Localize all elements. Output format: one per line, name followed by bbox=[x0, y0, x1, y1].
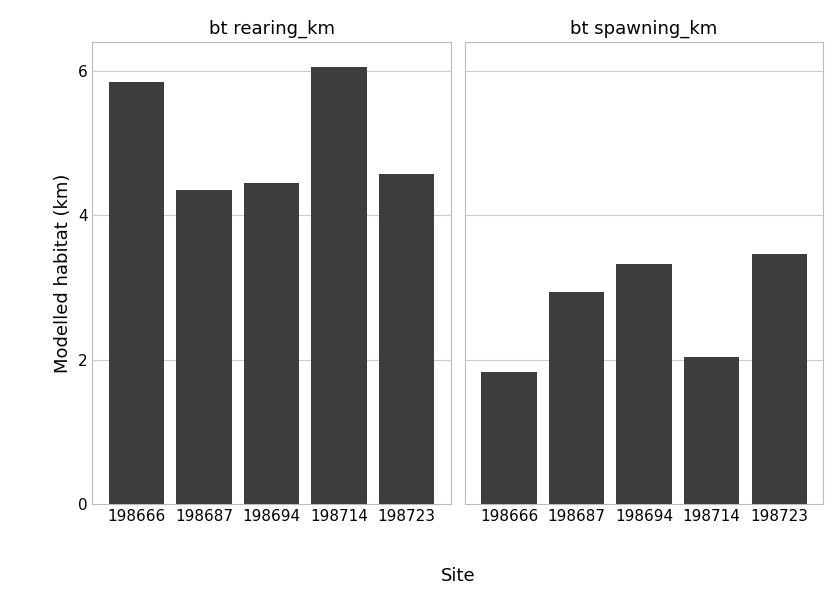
Bar bbox=[379, 174, 434, 504]
Title: bt spawning_km: bt spawning_km bbox=[570, 20, 717, 38]
Text: Site: Site bbox=[440, 567, 475, 585]
Bar bbox=[617, 263, 672, 504]
Bar bbox=[752, 254, 807, 504]
Title: bt rearing_km: bt rearing_km bbox=[208, 20, 334, 38]
Bar bbox=[312, 67, 367, 504]
Bar bbox=[176, 190, 232, 504]
Bar bbox=[108, 82, 164, 504]
Y-axis label: Modelled habitat (km): Modelled habitat (km) bbox=[55, 173, 72, 373]
Bar bbox=[684, 358, 739, 504]
Bar bbox=[549, 292, 604, 504]
Bar bbox=[244, 183, 299, 504]
Bar bbox=[481, 372, 537, 504]
